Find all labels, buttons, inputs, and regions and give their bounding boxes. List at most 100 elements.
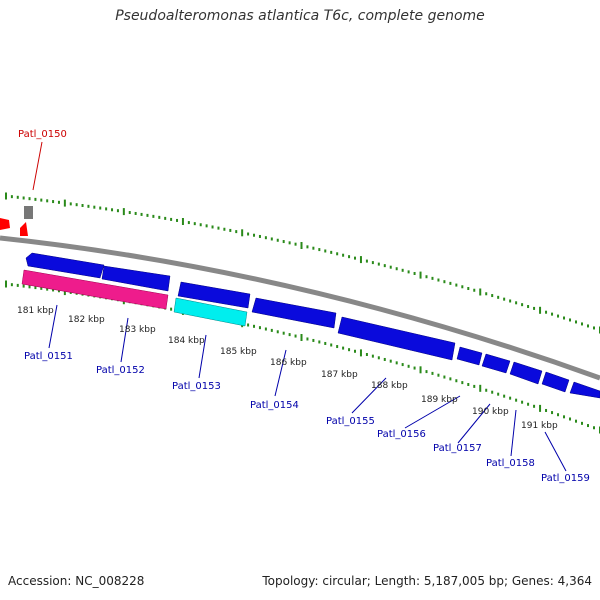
inner-ring-minor-tick — [28, 285, 31, 289]
inner-ring-minor-tick — [551, 411, 554, 415]
inner-ring-minor-tick — [22, 284, 25, 288]
leader-patl-0150 — [32, 141, 43, 191]
inner-ring-minor-tick — [253, 324, 256, 328]
leader-patl-0154 — [274, 349, 287, 397]
gene-patl-0151[interactable] — [25, 252, 105, 279]
leader-patl-0158 — [510, 409, 517, 457]
gene-patl-0155[interactable] — [337, 316, 456, 361]
inner-ring-minor-tick — [509, 396, 512, 400]
outer-ring-minor-tick — [365, 259, 368, 263]
rna-gene[interactable] — [24, 206, 33, 219]
gene-label-patl-0151[interactable]: Patl_0151 — [24, 351, 73, 362]
inner-ring-major-tick — [539, 404, 542, 412]
inner-ring-major-tick — [479, 384, 482, 392]
outer-ring-minor-tick — [437, 278, 440, 282]
inner-ring-minor-tick — [395, 361, 398, 365]
outer-ring-minor-tick — [330, 250, 333, 254]
gene-patl-0154[interactable] — [251, 297, 337, 329]
leader-patl-0152 — [120, 317, 129, 363]
outer-ring-minor-tick — [473, 288, 476, 292]
gene-patl-0159[interactable] — [541, 371, 570, 393]
gene-patl-0157[interactable] — [481, 353, 511, 374]
outer-ring-minor-tick — [247, 232, 250, 236]
outer-ring-minor-tick — [146, 213, 149, 217]
gene-label-patl-0158[interactable]: Patl_0158 — [486, 458, 535, 469]
gene-patl-0152[interactable] — [101, 265, 171, 292]
outer-ring-minor-tick — [497, 295, 500, 299]
outer-ring-minor-tick — [461, 285, 464, 289]
inner-ring-minor-tick — [587, 424, 590, 428]
inner-ring-minor-tick — [497, 392, 500, 396]
outer-ring-minor-tick — [312, 246, 315, 250]
gene-patl-0156[interactable] — [456, 346, 483, 366]
inner-ring-minor-tick — [57, 289, 60, 293]
outer-gene-arrow[interactable] — [20, 222, 28, 236]
inner-ring-minor-tick — [467, 382, 470, 386]
inner-ring-minor-tick — [437, 373, 440, 377]
outer-gene-arrow[interactable] — [0, 218, 10, 230]
outer-ring-minor-tick — [164, 216, 167, 220]
outer-ring-minor-tick — [443, 280, 446, 284]
inner-ring-minor-tick — [288, 333, 291, 337]
inner-ring-minor-tick — [10, 283, 13, 287]
inner-ring-minor-tick — [581, 421, 584, 425]
inner-ring-minor-tick — [306, 337, 309, 341]
outer-ring-minor-tick — [264, 236, 267, 240]
outer-ring-minor-tick — [140, 212, 143, 216]
outer-ring-minor-tick — [217, 226, 220, 230]
outer-ring-minor-tick — [193, 222, 196, 226]
gene-label-patl-0157[interactable]: Patl_0157 — [433, 443, 482, 454]
outer-ring-minor-tick — [587, 324, 590, 328]
inner-ring-minor-tick — [449, 377, 452, 381]
genome-summary: Topology: circular; Length: 5,187,005 bp… — [262, 574, 592, 588]
inner-ring-minor-tick — [348, 348, 351, 352]
gene-patl-0158[interactable] — [509, 361, 543, 385]
inner-ring-major-tick — [300, 334, 303, 341]
gene-label-patl-0159[interactable]: Patl_0159 — [541, 473, 590, 484]
outer-ring-major-tick — [419, 271, 422, 279]
inner-ring-minor-tick — [336, 345, 339, 349]
outer-ring-minor-tick — [407, 270, 410, 274]
outer-ring-minor-tick — [545, 310, 548, 314]
map-title: Pseudoalteromonas atlantica T6c, complet… — [115, 8, 485, 24]
outer-ring-minor-tick — [93, 205, 96, 209]
inner-ring-major-tick — [419, 366, 422, 374]
gene-label-patl-0152[interactable]: Patl_0152 — [96, 365, 145, 376]
outer-ring-minor-tick — [354, 256, 357, 260]
outer-ring-major-tick — [63, 199, 66, 207]
outer-ring-minor-tick — [170, 217, 173, 221]
gene-label-patl-0156[interactable]: Patl_0156 — [377, 429, 426, 440]
outer-ring-minor-tick — [449, 281, 452, 285]
inner-ring-minor-tick — [569, 417, 572, 421]
leader-patl-0159 — [544, 431, 567, 472]
gene-partial[interactable] — [569, 381, 600, 399]
outer-ring-minor-tick — [87, 204, 90, 208]
gene-label-patl-0155[interactable]: Patl_0155 — [326, 416, 375, 427]
inner-ring-minor-tick — [282, 331, 285, 335]
inner-ring-minor-tick — [258, 326, 261, 330]
inner-ring-minor-tick — [461, 381, 464, 385]
inner-ring-minor-tick — [485, 388, 488, 392]
outer-ring-minor-tick — [551, 312, 554, 316]
gene-label-patl-0150[interactable]: Patl_0150 — [18, 129, 67, 140]
gene-label-patl-0154[interactable]: Patl_0154 — [250, 400, 299, 411]
reverse-gene-magenta[interactable] — [21, 269, 169, 310]
outer-ring-minor-tick — [527, 305, 530, 309]
scale-label: 185 kbp — [220, 347, 257, 357]
outer-ring-minor-tick — [57, 200, 60, 204]
outer-ring-minor-tick — [10, 195, 13, 199]
outer-ring-minor-tick — [176, 218, 179, 222]
scale-label: 186 kbp — [270, 358, 307, 368]
inner-ring-minor-tick — [557, 413, 560, 417]
inner-ring-minor-tick — [365, 353, 368, 357]
outer-ring-major-tick — [539, 306, 542, 314]
outer-ring-major-tick — [181, 218, 184, 225]
gene-label-patl-0153[interactable]: Patl_0153 — [172, 381, 221, 392]
gene-patl-0153[interactable] — [177, 281, 251, 309]
reverse-gene-cyan[interactable] — [173, 297, 248, 327]
outer-ring-minor-tick — [282, 240, 285, 244]
inner-ring-minor-tick — [276, 330, 279, 334]
inner-ring-minor-tick — [407, 364, 410, 368]
inner-ring-minor-tick — [318, 340, 321, 344]
outer-ring-major-tick — [122, 208, 125, 216]
